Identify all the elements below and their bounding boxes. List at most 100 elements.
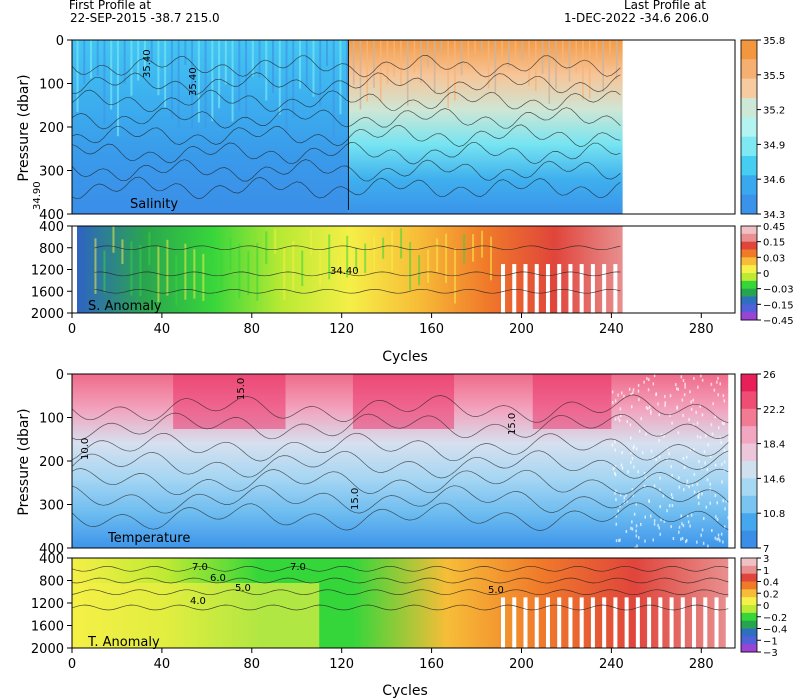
- colorbar-swatch: [741, 280, 757, 290]
- speckle-mark: [658, 526, 661, 530]
- anomaly-streak: [319, 249, 322, 287]
- last-profile-title: Last Profile at: [624, 0, 706, 12]
- speckle-mark: [721, 462, 723, 466]
- salinity-panel-label: Salinity: [130, 197, 178, 212]
- speckle-mark: [712, 402, 714, 406]
- speckle-mark: [626, 499, 628, 503]
- speckle-mark: [650, 411, 652, 415]
- salinity-profile-streak: [157, 40, 160, 96]
- anomaly-contour-label: 4.0: [190, 596, 206, 607]
- speckle-mark: [683, 393, 686, 397]
- speckle-mark: [678, 525, 681, 529]
- x-tick-label: 240: [599, 657, 624, 672]
- colorbar-swatch: [741, 589, 757, 598]
- salinity-profile-streak: [346, 40, 349, 98]
- missing-data-gap: [534, 597, 539, 648]
- missing-data-gap: [669, 597, 674, 648]
- salinity-contour: [71, 124, 621, 147]
- salinity-profile-streak: [272, 40, 275, 93]
- y-tick-label: 400: [39, 542, 64, 557]
- salinity-profile-streak: [76, 40, 79, 112]
- speckle-mark: [653, 519, 656, 523]
- anomaly-streak: [337, 255, 340, 284]
- speckle-mark: [659, 476, 661, 480]
- speckle-mark: [648, 378, 650, 382]
- x-tick-label: 120: [329, 322, 354, 337]
- speckle-mark: [615, 522, 618, 526]
- temperature-anomaly-panel-label: T. Anomaly: [87, 635, 160, 650]
- colorbar-swatch: [741, 273, 757, 282]
- salinity-profile-streak: [265, 40, 268, 101]
- anomaly-streak: [211, 240, 214, 266]
- colorbar-swatch: [741, 443, 757, 462]
- speckle-mark: [614, 417, 617, 421]
- speckle-mark: [669, 394, 672, 398]
- speckle-mark: [686, 483, 688, 487]
- temperature-panel: 15.0 15.0 15.0 10.0 Temperature 0 100 200 300 400…: [39, 368, 785, 557]
- speckle-mark: [693, 376, 695, 380]
- speckle-mark: [643, 380, 645, 384]
- colorbar-tick-label: 35.2: [763, 106, 785, 117]
- speckle-mark: [628, 387, 631, 391]
- speckle-mark: [728, 384, 730, 388]
- colorbar-swatch: [741, 117, 757, 138]
- speckle-mark: [701, 413, 704, 417]
- colorbar-tick-label: 35.8: [763, 36, 785, 47]
- speckle-mark: [671, 421, 673, 425]
- missing-data-gap: [501, 264, 506, 313]
- speckle-mark: [700, 374, 702, 378]
- anomaly-streak: [229, 237, 232, 271]
- speckle-mark: [623, 394, 625, 398]
- speckle-mark: [709, 487, 712, 491]
- speckle-mark: [643, 484, 646, 488]
- salinity-profile-streak: [211, 40, 214, 122]
- anomaly-contour-label: 7.0: [290, 562, 306, 573]
- anomaly-contour-label: 7.0: [192, 562, 208, 573]
- x-tick-label: 160: [419, 322, 444, 337]
- speckle-mark: [619, 414, 622, 418]
- speckle-mark: [682, 456, 685, 460]
- speckle-mark: [652, 382, 655, 386]
- x-tick-label: 40: [154, 322, 171, 337]
- salinity-contour-label: 35.40: [188, 67, 199, 96]
- colorbar-swatch: [741, 495, 757, 514]
- speckle-mark: [706, 478, 709, 482]
- speckle-mark: [686, 479, 689, 483]
- colorbar-tick-label: 1: [763, 566, 769, 577]
- speckle-mark: [663, 434, 665, 438]
- colorbar-swatch: [741, 233, 757, 243]
- temperature-contour-label: 15.0: [350, 488, 361, 510]
- salinity-profile-streak: [218, 40, 221, 109]
- salinity-contour: [71, 107, 621, 130]
- anomaly-streak: [94, 238, 97, 294]
- speckle-mark: [700, 466, 703, 470]
- salinity-profile-streak: [528, 40, 530, 86]
- speckle-mark: [695, 410, 697, 414]
- missing-data-gap: [523, 264, 528, 313]
- speckle-mark: [623, 496, 626, 500]
- speckle-mark: [719, 539, 721, 543]
- missing-data-gap: [624, 597, 629, 648]
- speckle-mark: [699, 435, 702, 439]
- salinity-profile-streak: [487, 40, 490, 89]
- missing-data-gap: [613, 597, 618, 648]
- speckle-mark: [723, 460, 726, 464]
- missing-data-gap: [557, 264, 562, 313]
- salinity-profile-streak: [534, 40, 537, 91]
- missing-data-gap: [602, 264, 607, 313]
- speckle-mark: [683, 488, 685, 492]
- speckle-mark: [614, 491, 616, 495]
- speckle-mark: [701, 528, 704, 532]
- colorbar-tick-label: −1: [763, 636, 778, 647]
- temperature-contour: [71, 432, 729, 462]
- salinity-profile-streak: [588, 40, 591, 99]
- salinity-profile-streak: [191, 40, 194, 130]
- salinity-profile-streak: [548, 40, 551, 104]
- missing-data-gap: [501, 597, 506, 648]
- speckle-mark: [631, 527, 634, 531]
- anomaly-streak: [328, 234, 331, 280]
- speckle-mark: [725, 499, 728, 503]
- salinity-profile-streak: [595, 40, 598, 63]
- anomaly-streak: [481, 230, 484, 258]
